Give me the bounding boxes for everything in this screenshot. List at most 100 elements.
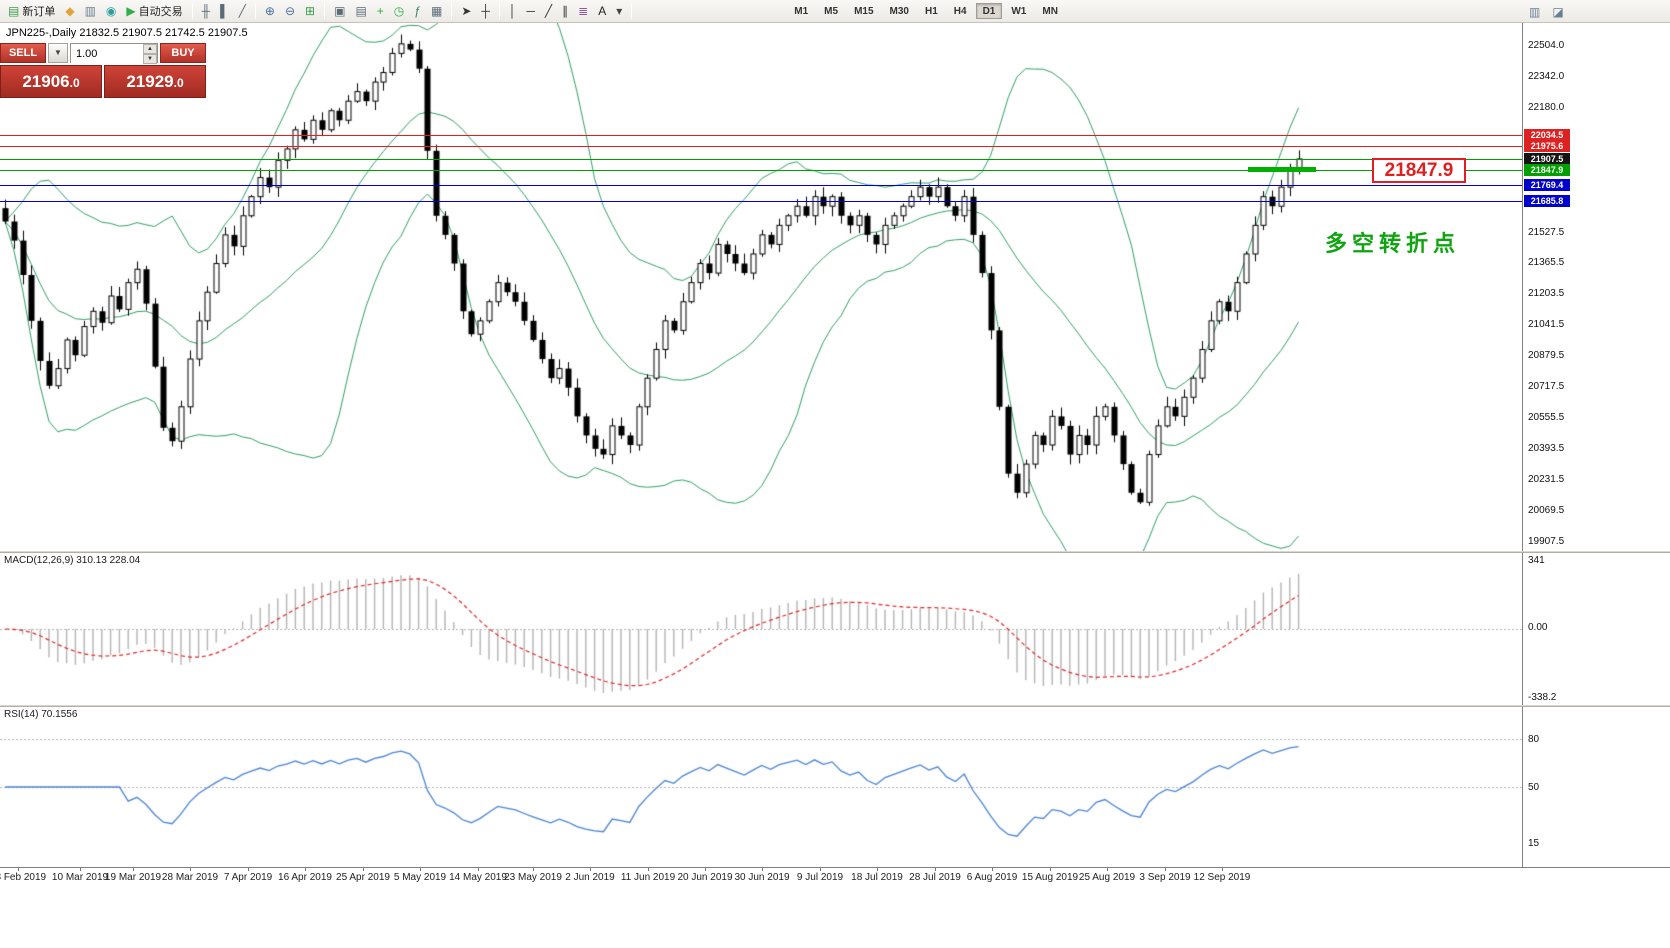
trendline-icon: ╱: [544, 4, 553, 18]
time-axis-date: 28 Mar 2019: [161, 872, 219, 883]
new-chart-button[interactable]: +: [372, 2, 389, 21]
sell-price-display[interactable]: 21906 .0: [0, 65, 102, 98]
buy-price-display[interactable]: 21929 .0: [104, 65, 206, 98]
horizontal-line-21769.4[interactable]: [0, 185, 1522, 187]
horizontal-line-button[interactable]: ─: [521, 2, 540, 21]
time-axis-date: 19 Mar 2019: [104, 872, 162, 883]
volume-up-button[interactable]: ▲: [143, 44, 157, 54]
main-toolbar: ▤ 新订单 ◆ ▥ ◉ ▶ 自动交易 ╫ ▌ ╱ ⊕ ⊖ ⊞ ▣ ▤ + ◷ ƒ ▦ ➤ ┼ │ ─ ╱ ∥ ≣ A ▾ M1 M5 M15…: [0, 0, 1670, 23]
zoom-out-button[interactable]: ⊖: [280, 2, 300, 21]
horizontal-line-22034.5[interactable]: [0, 134, 1522, 136]
candlestick-chart-canvas[interactable]: [0, 23, 1522, 551]
cursor-button[interactable]: ➤: [456, 2, 476, 21]
chart-shift-button[interactable]: ▦: [426, 2, 447, 21]
time-axis-tick: [305, 868, 306, 871]
text-button[interactable]: A: [593, 2, 611, 21]
vertical-line-button[interactable]: │: [504, 2, 522, 21]
timeframe-m1-button[interactable]: M1: [794, 6, 809, 17]
horizontal-line-21847.9[interactable]: [0, 170, 1522, 172]
price-axis[interactable]: 22504.0 22342.0 22180.0 21527.5 21365.5 21203…: [1522, 23, 1670, 551]
cascade-windows-button[interactable]: ▤: [350, 2, 371, 21]
fibonacci-icon: ≣: [578, 4, 589, 18]
cursor-icon: ➤: [461, 4, 472, 18]
time-axis-date: 18 Jul 2019: [851, 872, 903, 883]
help-panel-icon: ◪: [1552, 4, 1564, 19]
panel-splitter-2[interactable]: [0, 705, 1670, 707]
crosshair-button[interactable]: ┼: [476, 2, 495, 21]
timeframe-d1-button[interactable]: D1: [975, 3, 1003, 19]
main-chart-panel[interactable]: 21847.9 多空转折点 JPN225-,Daily 21832.5 2190…: [0, 23, 1670, 551]
timeframe-m30-button[interactable]: M30: [889, 6, 909, 17]
timeframe-m15-button[interactable]: M15: [854, 6, 874, 17]
time-axis-tick: [533, 868, 534, 871]
toolbar-separator: [631, 3, 633, 19]
horizontal-line-21685.8[interactable]: [0, 201, 1522, 203]
time-axis-tick: [820, 868, 821, 871]
time-axis-date: 28 Jul 2019: [909, 872, 961, 883]
fibonacci-button[interactable]: ≣: [573, 2, 593, 21]
tile-windows-button[interactable]: ⊞: [300, 2, 320, 21]
data-window-button[interactable]: ◉: [101, 2, 121, 21]
time-axis-date: 7 Apr 2019: [223, 872, 273, 883]
profiles-button[interactable]: ▥: [80, 2, 101, 21]
horizontal-line-21975.6[interactable]: [0, 145, 1522, 147]
timeframe-h1-button[interactable]: H1: [924, 6, 938, 17]
indicators-icon: ƒ: [414, 4, 421, 18]
volume-down-button[interactable]: ▼: [143, 54, 157, 64]
time-axis-date: 25 Apr 2019: [336, 872, 390, 883]
channel-button[interactable]: ∥: [557, 2, 573, 21]
new-chart-icon: +: [376, 4, 384, 18]
zoom-in-button[interactable]: ⊕: [260, 2, 280, 21]
macd-chart-canvas[interactable]: [0, 553, 1522, 705]
toolbar-right-items: ▥ ◪: [1524, 2, 1569, 21]
price-tag-21847.9: 21847.9: [1524, 164, 1570, 177]
rsi-indicator-label: RSI(14) 70.1556: [4, 709, 78, 720]
buy-button[interactable]: BUY: [160, 43, 206, 63]
time-axis-tick: [877, 868, 878, 871]
time-axis-date: 30 Jun 2019: [734, 872, 790, 883]
price-level-callout[interactable]: 21847.9: [1372, 158, 1466, 183]
arrange-windows-button[interactable]: ▣: [329, 2, 350, 21]
rsi-chart-canvas[interactable]: [0, 707, 1522, 867]
line-chart-button[interactable]: ╱: [234, 2, 251, 21]
indicators-button[interactable]: ƒ: [409, 2, 426, 21]
zoom-in-icon: ⊕: [264, 4, 275, 18]
rsi-panel[interactable]: RSI(14) 70.1556 80 50 15: [0, 707, 1670, 867]
trendline-button[interactable]: ╱: [540, 2, 557, 21]
time-axis-date: 2 Jun 2019: [565, 872, 615, 883]
bar-chart-button[interactable]: ╫: [197, 2, 216, 21]
time-axis-tick: [420, 868, 421, 871]
volume-field: ▲ ▼: [70, 43, 158, 64]
candlestick-chart-icon: ▌: [220, 4, 229, 18]
rsi-axis-label: 80: [1528, 734, 1540, 745]
rsi-axis-label: 50: [1528, 782, 1540, 793]
timeframe-mn-button[interactable]: MN: [1042, 6, 1058, 17]
volume-input[interactable]: [71, 45, 157, 63]
auto-scroll-button[interactable]: ◷: [389, 2, 409, 21]
price-axis-tick: 21365.5: [1528, 257, 1565, 269]
timeframe-m5-button[interactable]: M5: [824, 6, 839, 17]
toolbar-items: ▤ 新订单 ◆ ▥ ◉ ▶ 自动交易 ╫ ▌ ╱ ⊕ ⊖ ⊞ ▣ ▤ + ◷ ƒ ▦ ➤ ┼ │ ─ ╱ ∥ ≣ A ▾ M1 M5 M15…: [3, 0, 1066, 22]
sell-button[interactable]: SELL: [0, 43, 46, 63]
macd-indicator-label: MACD(12,26,9) 310.13 228.04: [4, 555, 141, 566]
time-axis-tick: [935, 868, 936, 871]
chart-window-button[interactable]: ◆: [60, 2, 79, 21]
thick-green-line-segment[interactable]: [1248, 167, 1316, 172]
time-axis-tick: [992, 868, 993, 871]
tile-windows-icon: ⊞: [305, 4, 316, 18]
price-axis-tick: 21203.5: [1528, 288, 1565, 300]
dock-toolbar-button[interactable]: ▥: [1524, 2, 1545, 21]
timeframe-h4-button[interactable]: H4: [953, 6, 967, 17]
macd-panel[interactable]: MACD(12,26,9) 310.13 228.04 341 0.00 -338.…: [0, 553, 1670, 705]
panel-splitter-1[interactable]: [0, 551, 1670, 553]
help-panel-button[interactable]: ◪: [1547, 2, 1568, 21]
timeframe-w1-button[interactable]: W1: [1011, 6, 1027, 17]
trade-options-dropdown[interactable]: ▼: [48, 43, 68, 63]
new-order-button[interactable]: ▤ 新订单: [3, 2, 60, 21]
bar-chart-icon: ╫: [201, 4, 211, 18]
autotrading-button[interactable]: ▶ 自动交易: [121, 2, 187, 21]
candlestick-chart-button[interactable]: ▌: [215, 2, 234, 21]
horizontal-line-21907.5[interactable]: [0, 158, 1522, 160]
arrows-button[interactable]: ▾: [611, 2, 627, 21]
